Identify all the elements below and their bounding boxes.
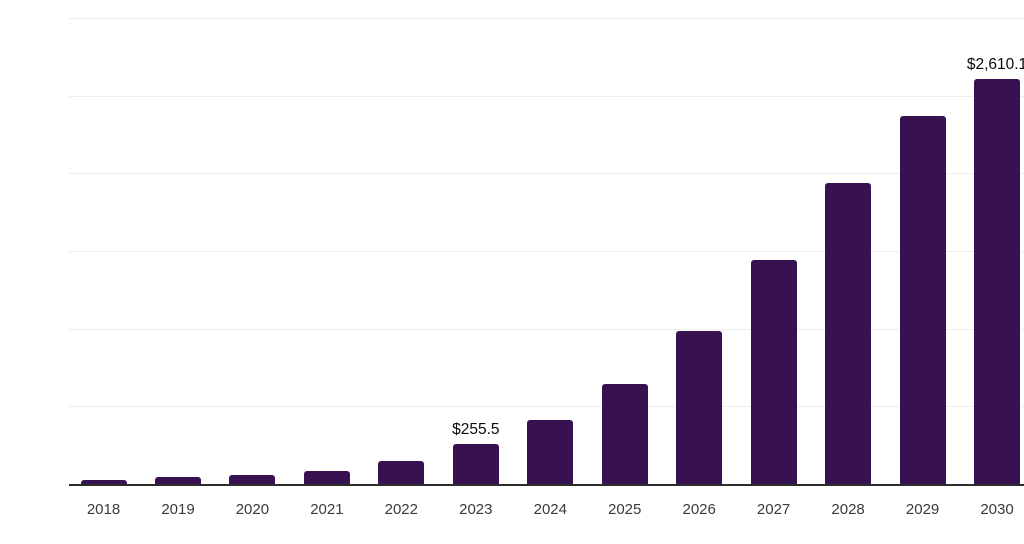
bar-2020 [229, 474, 276, 484]
value-label-2023: $255.5 [452, 421, 500, 439]
gridlines [40, 16, 1024, 528]
bars: $255.5 $2,610.1 [40, 16, 1024, 528]
gridline [69, 95, 1024, 97]
x-tick-label-2022: 2022 [384, 501, 418, 518]
x-tick-label-2018: 2018 [86, 501, 121, 518]
bar-2026 [676, 330, 723, 484]
gridline [69, 173, 1024, 175]
x-tick-label-2029: 2029 [905, 501, 940, 518]
x-tick-label-2027: 2027 [756, 501, 791, 518]
x-tick-label-2021: 2021 [310, 501, 344, 518]
x-tick-label-2019: 2019 [161, 501, 195, 518]
gridline [69, 328, 1024, 330]
x-axis-labels: 2018 2019 2020 2021 2022 2023 2024 2025 2026 2027… [40, 16, 1024, 528]
bar-2021 [303, 470, 350, 484]
bar-chart: $255.5 $2,610.1 2018 2019 2020 2021 2022 2023 2… [40, 16, 1024, 528]
bar-2029 [899, 116, 946, 484]
bar-2027 [750, 259, 797, 484]
x-tick-label-2030: 2030 [980, 501, 1014, 518]
bar-2022 [378, 461, 425, 484]
gridline [69, 251, 1024, 252]
gridline [69, 406, 1024, 408]
x-tick-label-2020: 2020 [235, 501, 270, 518]
x-tick-label-2025: 2025 [608, 501, 642, 518]
bar-2028 [825, 183, 872, 484]
bar-2024 [527, 419, 574, 484]
bar-2030 [974, 78, 1020, 484]
x-tick-label-2023: 2023 [459, 501, 493, 518]
bar-2019 [155, 477, 201, 484]
gridline [69, 18, 1024, 19]
bar-2023 [452, 444, 499, 484]
value-label-2030: $2,610.1 [966, 55, 1024, 73]
bar-2018 [80, 479, 127, 484]
x-axis-line [69, 484, 1024, 486]
bar-2025 [601, 383, 648, 484]
x-tick-label-2028: 2028 [831, 501, 865, 518]
x-tick-label-2026: 2026 [682, 501, 716, 518]
x-tick-label-2024: 2024 [533, 501, 567, 518]
